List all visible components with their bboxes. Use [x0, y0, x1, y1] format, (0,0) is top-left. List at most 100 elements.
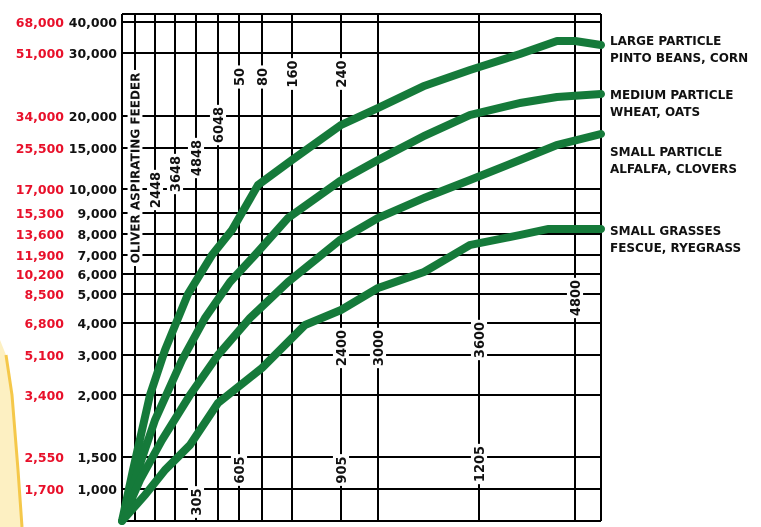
- series-name: SMALL GRASSES: [610, 224, 721, 238]
- left-tick-label: 11,900: [16, 248, 65, 263]
- label-background: [209, 104, 227, 146]
- vline-label-group: 4800: [566, 277, 584, 319]
- label-background: [332, 58, 350, 90]
- vline-label-group: 305: [187, 486, 205, 518]
- vline-label: 905: [335, 456, 350, 483]
- vline-label: 305: [190, 488, 205, 515]
- vline-label-group: 2400: [332, 327, 350, 369]
- series-line: [118, 37, 605, 525]
- right-tick-label: 1,500: [77, 450, 117, 465]
- vline-label: 3648: [169, 156, 184, 192]
- series-name: SMALL PARTICLE: [610, 145, 722, 159]
- vline-label-group: 905: [332, 454, 350, 486]
- vline-label: 80: [256, 68, 271, 86]
- label-background: [470, 319, 488, 361]
- curves: [118, 37, 605, 525]
- left-tick-label: 15,300: [16, 206, 65, 221]
- vline-label-group: 3648: [166, 153, 184, 195]
- vline-label-group: 4848: [187, 137, 205, 179]
- left-tick-label: 68,000: [16, 15, 65, 30]
- right-tick-label: 15,000: [69, 141, 118, 156]
- left-tick-label: 13,600: [16, 227, 65, 242]
- vline-label: 6048: [212, 107, 227, 143]
- label-background: [332, 454, 350, 486]
- series-line: [118, 225, 605, 525]
- vline-label-group: 6048: [209, 104, 227, 146]
- vertical-gridlines: [121, 14, 576, 521]
- series-subname: PINTO BEANS, CORN: [610, 51, 748, 65]
- label-background: [566, 277, 584, 319]
- vline-label: 160: [286, 60, 301, 87]
- label-background: [253, 65, 271, 89]
- vline-label: OLIVER ASPIRATING FEEDER: [129, 73, 143, 264]
- vline-label-group: 240: [332, 58, 350, 90]
- left-tick-label: 5,100: [24, 348, 64, 363]
- left-tick-label: 8,500: [24, 287, 64, 302]
- label-background: [187, 137, 205, 179]
- left-tick-label: 25,500: [16, 141, 65, 156]
- vline-label: 2400: [335, 330, 350, 366]
- right-tick-label: 5,000: [77, 287, 117, 302]
- right-tick-labels: 40,000 30,000 20,000 15,000 10,000 9,000 8,000…: [69, 15, 118, 497]
- vline-label-group: 3600: [470, 319, 488, 361]
- vline-label: 2448: [149, 172, 164, 208]
- left-tick-label: 2,550: [24, 450, 64, 465]
- series-subname: ALFALFA, CLOVERS: [610, 162, 737, 176]
- label-background: [166, 153, 184, 195]
- vline-label: 240: [335, 60, 350, 87]
- right-tick-label: 30,000: [69, 46, 118, 61]
- left-tick-labels: 68,000 51,000 34,000 25,500 17,000 15,300 13,6…: [16, 15, 65, 497]
- right-tick-label: 20,000: [69, 109, 118, 124]
- label-background: [146, 169, 164, 211]
- right-tick-label: 40,000: [69, 15, 118, 30]
- series-line: [118, 130, 605, 525]
- series-labels: LARGE PARTICLE PINTO BEANS, CORN MEDIUM PA…: [610, 34, 748, 255]
- vline-label-group: 160: [283, 58, 301, 90]
- vline-label: 3000: [372, 330, 387, 366]
- right-tick-label: 9,000: [77, 206, 117, 221]
- right-tick-label: 4,000: [77, 316, 117, 331]
- label-background: [187, 486, 205, 518]
- left-tick-label: 51,000: [16, 46, 65, 61]
- series-subname: FESCUE, RYEGRASS: [610, 241, 741, 255]
- series-subname: WHEAT, OATS: [610, 105, 700, 119]
- label-background: [369, 327, 387, 369]
- plot-frame: [122, 13, 602, 522]
- right-tick-label: 3,000: [77, 348, 117, 363]
- label-background: [283, 58, 301, 90]
- vline-label: 50: [233, 68, 248, 86]
- vline-label: 4800: [569, 280, 584, 316]
- right-tick-label: 6,000: [77, 267, 117, 282]
- left-tick-label: 6,800: [24, 316, 64, 331]
- left-tick-label: 10,200: [16, 267, 65, 282]
- left-tick-label: 34,000: [16, 109, 65, 124]
- right-tick-label: 1,000: [77, 482, 117, 497]
- series-line: [118, 90, 605, 525]
- left-tick-label: 3,400: [24, 388, 64, 403]
- label-background: [332, 327, 350, 369]
- right-tick-label: 2,000: [77, 388, 117, 403]
- vline-label: 605: [233, 456, 248, 483]
- left-tick-label: 17,000: [16, 182, 65, 197]
- right-tick-label: 8,000: [77, 227, 117, 242]
- vline-label: 1205: [473, 446, 488, 482]
- label-background: [470, 443, 488, 485]
- vline-label-group: 605: [230, 454, 248, 486]
- vline-label: 3600: [473, 322, 488, 358]
- vline-label: 4848: [190, 140, 205, 176]
- horizontal-gridlines: [122, 21, 601, 490]
- vline-label-group: 50: [230, 65, 248, 89]
- vertical-line-labels: OLIVER ASPIRATING FEEDER 2448 3648 4848 6048…: [127, 58, 584, 518]
- right-tick-label: 7,000: [77, 248, 117, 263]
- vline-label-group: 2448: [146, 169, 164, 211]
- yellow-accent: [0, 340, 24, 527]
- label-background: [230, 65, 248, 89]
- vline-label-group: OLIVER ASPIRATING FEEDER: [127, 69, 143, 267]
- label-background: [127, 69, 143, 267]
- left-tick-label: 1,700: [24, 482, 64, 497]
- right-tick-label: 10,000: [69, 182, 118, 197]
- vline-label-group: 80: [253, 65, 271, 89]
- vline-label-group: 3000: [369, 327, 387, 369]
- vline-label-group: 1205: [470, 443, 488, 485]
